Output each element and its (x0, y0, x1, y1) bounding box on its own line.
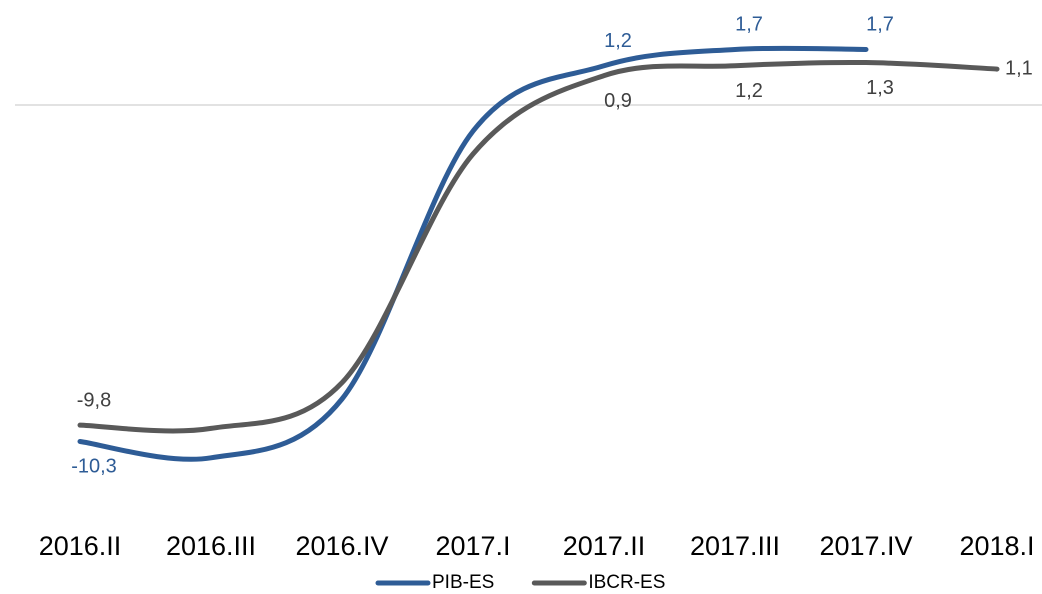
legend-label: PIB-ES (432, 572, 494, 593)
x-tick-label: 2017.IV (819, 531, 912, 561)
line (77, 45, 869, 462)
data-label: 0,9 (604, 90, 632, 112)
data-label: 1,2 (604, 30, 632, 52)
legend-label: IBCR-ES (588, 572, 665, 593)
data-label: 1,2 (735, 80, 763, 102)
line (77, 59, 1000, 434)
data-label: 1,7 (866, 14, 894, 36)
x-tick-label: 2016.II (39, 531, 122, 561)
data-label: 1,1 (1005, 57, 1033, 79)
data-label: -10,3 (71, 456, 117, 478)
x-tick-label: 2017.I (435, 531, 510, 561)
data-label: 1,3 (866, 77, 894, 99)
x-tick-label: 2016.III (166, 531, 256, 561)
x-tick-label: 2016.IV (295, 531, 388, 561)
x-tick-label: 2018.I (959, 531, 1034, 561)
x-tick-label: 2017.III (690, 531, 780, 561)
data-label: 1,7 (735, 14, 763, 36)
x-tick-label: 2017.II (563, 531, 646, 561)
data-label: -9,8 (77, 389, 111, 411)
